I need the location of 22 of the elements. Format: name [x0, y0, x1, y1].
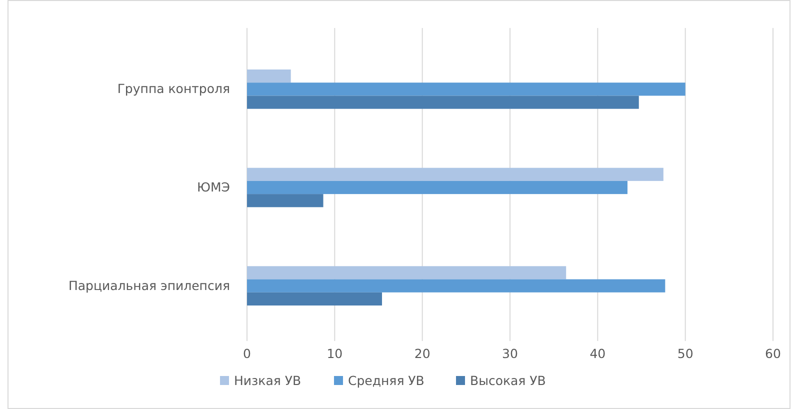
bar	[247, 266, 566, 280]
y-tick-label: Парциальная эпилепсия	[68, 278, 230, 293]
x-tick-label: 50	[677, 346, 694, 361]
bar	[247, 70, 291, 83]
bar	[247, 279, 666, 292]
x-tick-label: 30	[502, 346, 518, 361]
bar	[247, 96, 639, 109]
x-tick-label: 0	[243, 346, 252, 361]
y-tick-label: Группа контроля	[117, 81, 230, 96]
bar	[247, 194, 324, 208]
legend-label: Высокая УВ	[470, 373, 546, 388]
x-tick-label: 60	[765, 346, 781, 361]
bar	[247, 180, 628, 194]
legend-label: Низкая УВ	[234, 373, 302, 388]
x-tick-label: 40	[590, 346, 606, 361]
bar	[247, 292, 382, 306]
bar	[247, 168, 664, 181]
x-tick-label: 20	[414, 346, 430, 361]
y-tick-label: ЮМЭ	[196, 180, 230, 194]
bar	[247, 82, 686, 96]
legend-label: Средняя УВ	[348, 373, 424, 388]
x-tick-label: 10	[326, 346, 343, 361]
